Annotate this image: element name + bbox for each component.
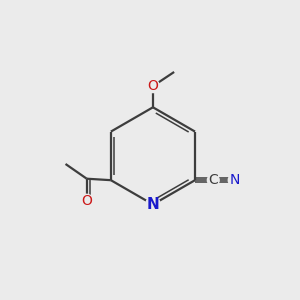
Text: N: N — [230, 173, 240, 187]
Circle shape — [80, 194, 93, 207]
Text: C: C — [208, 173, 218, 187]
Circle shape — [146, 197, 160, 212]
Text: N: N — [147, 197, 159, 212]
Text: O: O — [148, 79, 158, 93]
Circle shape — [207, 174, 219, 186]
Text: O: O — [81, 194, 92, 208]
Circle shape — [146, 80, 159, 93]
Circle shape — [228, 174, 241, 187]
